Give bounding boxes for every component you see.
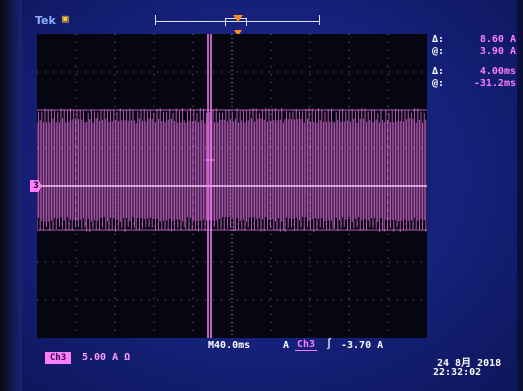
cursor-readout: Δ: 8.60 A @: 3.90 A Δ: 4.00ms @: -31.2ms	[432, 34, 522, 90]
cursor-time-value: -31.2ms	[474, 78, 516, 90]
rising-edge-icon: ∫	[326, 339, 332, 350]
cursor-time-row: @: -31.2ms	[432, 78, 522, 90]
ch3-waveform	[37, 108, 426, 232]
waveform-band	[37, 108, 426, 232]
delta-amplitude-symbol: Δ:	[432, 34, 444, 46]
delta-amplitude-row: Δ: 8.60 A	[432, 34, 522, 46]
cursor-amplitude-value: 3.90 A	[480, 46, 516, 58]
delta-time-row: Δ: 4.00ms	[432, 66, 522, 78]
left-bezel	[0, 0, 22, 391]
brand-logo: Tek	[35, 14, 56, 27]
cursor-time-symbol: @:	[432, 78, 444, 90]
cursor-amplitude-row: @: 3.90 A	[432, 46, 522, 58]
trigger-level-readout: -3.70 A	[341, 340, 383, 351]
delta-time-symbol: Δ:	[432, 66, 444, 78]
time-readout: 22:32:02	[433, 367, 481, 378]
ch3-scale-readout: 5.00 A Ω	[82, 352, 130, 363]
delta-amplitude-value: 8.60 A	[480, 34, 516, 46]
trigger-position-icon	[233, 15, 243, 22]
delta-time-value: 4.00ms	[480, 66, 516, 78]
trigger-source: Ch3	[295, 339, 317, 351]
graticule-grid	[37, 34, 427, 338]
cursor-amplitude-symbol: @:	[432, 46, 444, 58]
waveform-graticule	[37, 34, 427, 338]
run-icon: ▣	[62, 13, 74, 25]
timebase-readout: M40.0ms	[208, 340, 250, 351]
ch3-badge[interactable]: Ch3	[45, 352, 71, 364]
trigger-mode-label: A	[283, 340, 289, 351]
